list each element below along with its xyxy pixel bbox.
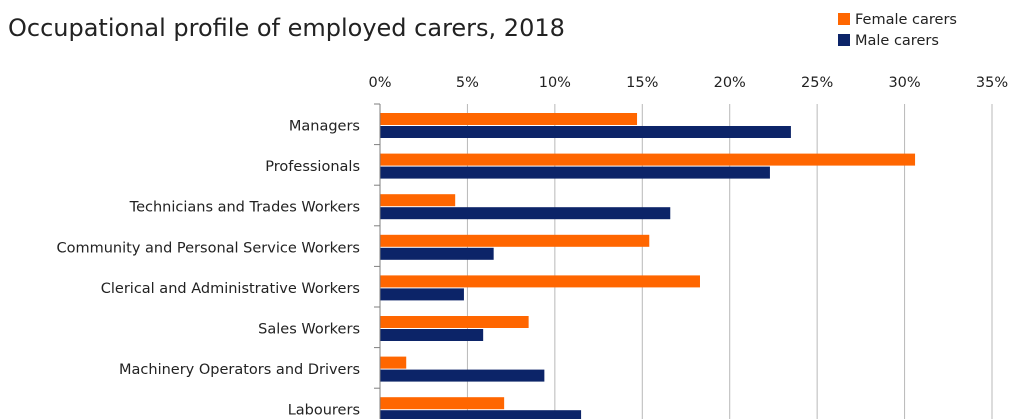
bar-male-carers (380, 126, 791, 138)
bar-female-carers (380, 234, 650, 247)
x-axis-ticks: 0% 5% 10% 15% 20% 25% 30% 35% (368, 75, 1008, 91)
category-label: Community and Personal Service Workers (56, 240, 360, 256)
x-tick-label: 30% (888, 75, 920, 91)
bar-male-carers (380, 166, 770, 179)
bar-male-carers (380, 247, 494, 260)
x-tick-label: 35% (976, 75, 1008, 91)
x-tick-label: 25% (801, 75, 833, 91)
bar-female-carers (380, 397, 505, 410)
bar-female-carers (380, 275, 700, 288)
category-label: Machinery Operators and Drivers (119, 362, 360, 378)
legend-swatch-male-carers (838, 34, 850, 46)
bar-female-carers (380, 356, 407, 369)
category-label: Sales Workers (258, 322, 360, 338)
bar-female-carers (380, 316, 529, 328)
category-label: Technicians and Trades Workers (129, 200, 360, 216)
category-label: Professionals (265, 159, 360, 175)
category-label: Managers (289, 119, 360, 135)
bar-male-carers (380, 410, 582, 419)
legend: Female carers Male carers (838, 12, 957, 49)
legend-label-female-carers: Female carers (855, 12, 957, 28)
chart-title: Occupational profile of employed carers,… (8, 14, 565, 42)
x-tick-label: 0% (368, 75, 391, 91)
category-label: Clerical and Administrative Workers (101, 281, 360, 297)
bar-male-carers (380, 207, 671, 220)
bar-female-carers (380, 194, 456, 207)
bar-male-carers (380, 288, 464, 301)
gridlines (466, 104, 993, 419)
legend-label-male-carers: Male carers (855, 33, 939, 49)
legend-swatch-female-carers (838, 13, 850, 25)
bars (380, 113, 916, 419)
x-tick-label: 20% (714, 75, 746, 91)
bar-male-carers (380, 329, 484, 341)
x-tick-label: 15% (626, 75, 658, 91)
bar-female-carers (380, 113, 638, 125)
bar-male-carers (380, 369, 545, 382)
x-tick-label: 10% (539, 75, 571, 91)
y-axis: Managers Professionals Technicians and Tra… (56, 103, 381, 419)
x-tick-label: 5% (456, 75, 479, 91)
category-label: Labourers (288, 403, 360, 419)
bar-female-carers (380, 153, 916, 166)
